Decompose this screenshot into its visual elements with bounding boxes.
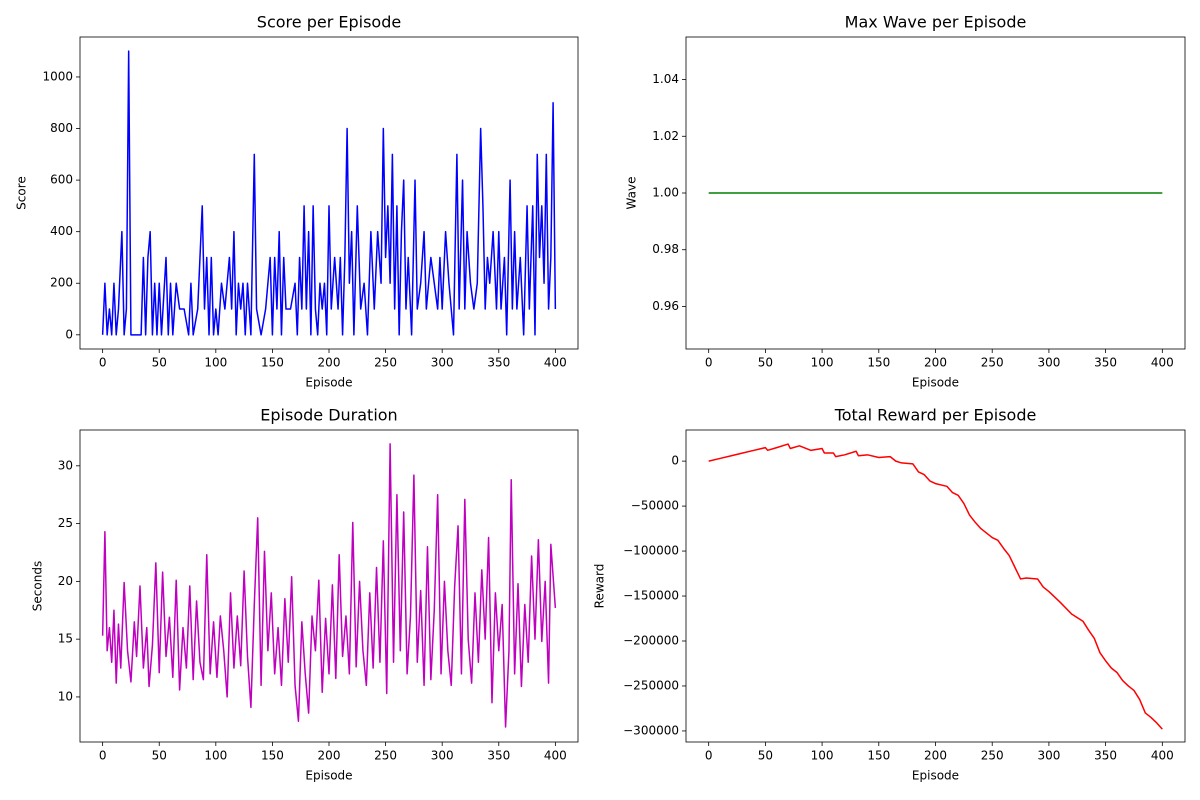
- x-tick-label: 250: [981, 749, 1004, 763]
- y-tick-label: 400: [50, 224, 73, 238]
- y-tick-label: 20: [58, 574, 73, 588]
- y-tick-label: 0.98: [652, 242, 679, 256]
- y-tick-label: 0: [671, 454, 679, 468]
- x-tick-label: 200: [924, 356, 947, 370]
- x-tick-label: 300: [431, 749, 454, 763]
- axes-frame: [685, 36, 1186, 350]
- x-tick-label: 350: [487, 749, 510, 763]
- y-tick-label: −200000: [623, 633, 679, 647]
- y-tick-label: 25: [58, 516, 73, 530]
- x-tick-label: 100: [204, 356, 227, 370]
- x-tick-label: 50: [152, 749, 167, 763]
- y-axis-label: Reward: [593, 564, 607, 609]
- y-tick-label: 1000: [42, 69, 73, 83]
- data-line: [101, 50, 557, 336]
- x-tick-label: 150: [867, 749, 890, 763]
- y-tick-label: −100000: [623, 544, 679, 558]
- x-tick-label: 200: [318, 356, 341, 370]
- x-tick-label: 200: [318, 749, 341, 763]
- x-tick-label: 0: [705, 356, 713, 370]
- data-line: [708, 443, 1163, 730]
- x-tick-label: 300: [1037, 749, 1060, 763]
- x-axis-label: Episode: [305, 769, 352, 783]
- axes-frame: [79, 36, 579, 350]
- y-tick-label: 200: [50, 276, 73, 290]
- y-tick-label: −150000: [623, 589, 679, 603]
- x-tick-label: 150: [261, 356, 284, 370]
- data-line: [101, 443, 557, 728]
- x-tick-label: 400: [1151, 356, 1174, 370]
- axes-frame: [79, 429, 579, 743]
- x-tick-label: 0: [705, 749, 713, 763]
- y-tick-label: 600: [50, 173, 73, 187]
- y-tick-label: 10: [58, 689, 73, 703]
- chart-title: Max Wave per Episode: [845, 13, 1027, 32]
- x-axis-label: Episode: [305, 376, 352, 390]
- x-tick-label: 100: [811, 356, 834, 370]
- x-tick-label: 400: [1151, 749, 1174, 763]
- x-tick-label: 50: [152, 356, 167, 370]
- x-tick-label: 250: [374, 749, 397, 763]
- x-axis-label: Episode: [912, 769, 959, 783]
- y-tick-label: −50000: [631, 499, 679, 513]
- x-tick-label: 150: [261, 749, 284, 763]
- x-tick-label: 50: [758, 749, 773, 763]
- x-tick-label: 0: [99, 356, 107, 370]
- y-tick-label: 800: [50, 121, 73, 135]
- x-tick-label: 350: [487, 356, 510, 370]
- y-tick-label: 1.00: [652, 186, 679, 200]
- x-tick-label: 350: [1094, 356, 1117, 370]
- x-tick-label: 350: [1094, 749, 1117, 763]
- y-axis-label: Wave: [625, 177, 639, 210]
- y-tick-label: 30: [58, 458, 73, 472]
- chart-title: Score per Episode: [257, 13, 401, 32]
- x-tick-label: 50: [758, 356, 773, 370]
- y-tick-label: 0.96: [652, 299, 679, 313]
- axes-frame: [685, 429, 1186, 743]
- y-axis-label: Score: [15, 176, 29, 210]
- x-tick-label: 250: [374, 356, 397, 370]
- x-axis-label: Episode: [912, 376, 959, 390]
- y-tick-label: −300000: [623, 723, 679, 737]
- x-tick-label: 300: [1037, 356, 1060, 370]
- x-tick-label: 0: [99, 749, 107, 763]
- x-tick-label: 250: [981, 356, 1004, 370]
- x-tick-label: 400: [544, 749, 567, 763]
- y-tick-label: 1.04: [652, 72, 679, 86]
- x-tick-label: 200: [924, 749, 947, 763]
- y-tick-label: 15: [58, 632, 73, 646]
- y-tick-label: 1.02: [652, 129, 679, 143]
- x-tick-label: 300: [431, 356, 454, 370]
- chart-title: Total Reward per Episode: [834, 406, 1037, 425]
- y-tick-label: 0: [65, 327, 73, 341]
- chart-title: Episode Duration: [260, 406, 397, 425]
- y-axis-label: Seconds: [31, 561, 45, 611]
- x-tick-label: 150: [867, 356, 890, 370]
- x-tick-label: 100: [204, 749, 227, 763]
- x-tick-label: 100: [811, 749, 834, 763]
- x-tick-label: 400: [544, 356, 567, 370]
- y-tick-label: −250000: [623, 678, 679, 692]
